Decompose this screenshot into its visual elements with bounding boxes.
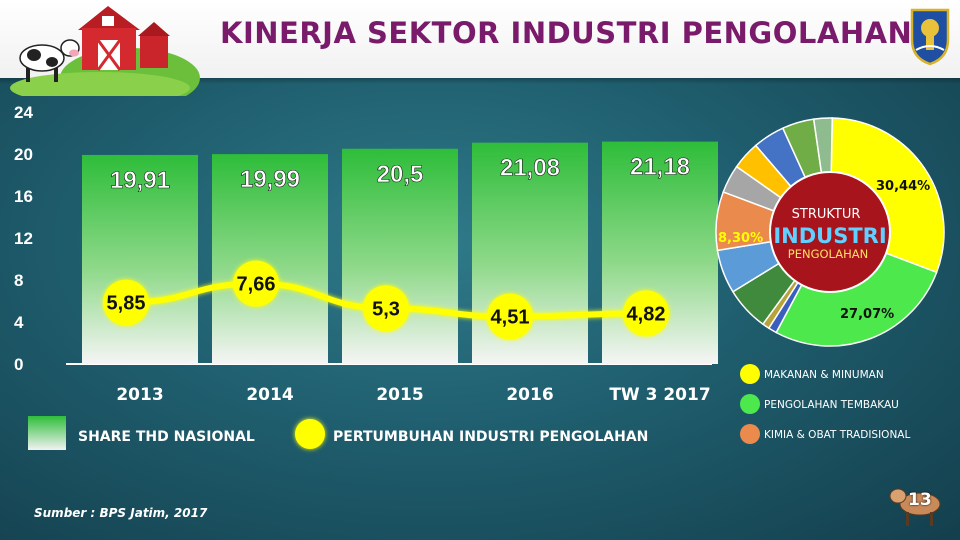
bar-value-label: 20,5 (377, 161, 424, 188)
barn-farm-icon (10, 6, 200, 96)
x-tick-label: 2015 (376, 385, 423, 405)
legend-label-growth: PERTUMBUHAN INDUSTRI PENGOLAHAN (333, 429, 648, 445)
pie-slice-label-makanan: 30,44% (876, 179, 930, 194)
y-tick-label: 0 (14, 355, 24, 374)
bar-share (212, 154, 328, 364)
pie-legend-label: MAKANAN & MINUMAN (764, 369, 884, 381)
y-tick-label: 4 (14, 313, 24, 332)
bar-share (342, 148, 458, 364)
bar-value-label: 19,91 (110, 167, 170, 194)
growth-value-label: 4,51 (491, 307, 530, 329)
y-tick-label: 12 (14, 229, 33, 248)
growth-point (233, 260, 279, 307)
x-tick-label: 2013 (116, 385, 163, 405)
pie-center-label-2: INDUSTRI (773, 224, 886, 248)
page-title: KINERJA SEKTOR INDUSTRI PENGOLAHAN (220, 16, 913, 50)
source-note: Sumber : BPS Jatim, 2017 (34, 506, 208, 520)
pie-legend-dot-tembakau (740, 394, 760, 414)
header-shadow (0, 78, 960, 84)
x-tick-label: 2016 (506, 385, 553, 405)
page-number: 13 (908, 490, 932, 510)
pie-slice-label-tembakau: 27,07% (840, 307, 894, 322)
legend-swatch-share (28, 416, 66, 450)
growth-value-label: 4,82 (627, 303, 666, 325)
growth-value-label: 5,3 (372, 298, 400, 320)
bar-value-label: 19,99 (240, 166, 300, 193)
x-tick-label: TW 3 2017 (609, 385, 710, 405)
east-java-crest-icon (910, 8, 950, 66)
growth-value-label: 7,66 (237, 274, 276, 296)
pie-legend-label: KIMIA & OBAT TRADISIONAL (764, 429, 911, 441)
bar-value-label: 21,18 (630, 154, 690, 181)
growth-point (103, 279, 149, 326)
pie-center-label-1: STRUKTUR (792, 207, 861, 222)
chart-legend: SHARE THD NASIONAL PERTUMBUHAN INDUSTRI … (28, 416, 648, 450)
pie-slice-label-kimia: 8,30% (718, 231, 763, 246)
pie-legend-dot-makanan (740, 364, 760, 384)
calf-icon (889, 488, 941, 526)
growth-value-label: 5,85 (107, 293, 146, 315)
pie-center-label-3: PENGOLAHAN (788, 247, 868, 261)
pie-legend-label: PENGOLAHAN TEMBAKAU (764, 399, 899, 411)
legend-swatch-growth (295, 419, 325, 449)
y-tick-label: 24 (14, 103, 33, 122)
y-tick-label: 16 (14, 187, 33, 206)
bar-value-label: 21,08 (500, 155, 560, 182)
x-tick-label: 2014 (246, 385, 293, 405)
growth-point (623, 290, 669, 337)
growth-point (363, 285, 409, 332)
pie-legend-dot-kimia (740, 424, 760, 444)
legend-label-share: SHARE THD NASIONAL (78, 429, 255, 445)
cow-icon (19, 39, 80, 82)
y-tick-label: 8 (14, 271, 24, 290)
bar-share (82, 154, 198, 364)
growth-point (487, 293, 533, 340)
y-tick-label: 20 (14, 145, 33, 164)
pie-center-disc (769, 171, 891, 293)
